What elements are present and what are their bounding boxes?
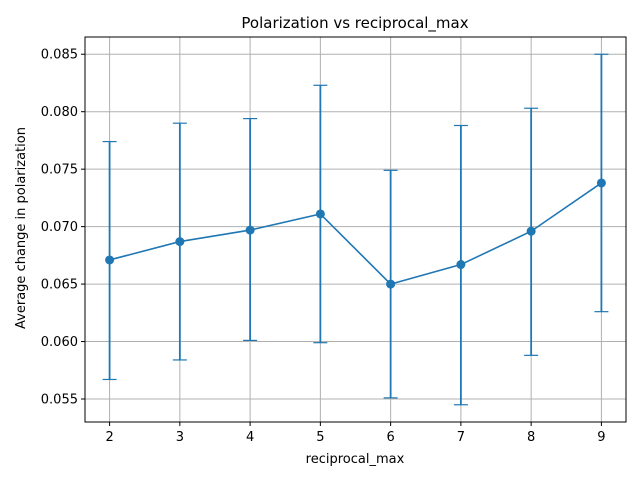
y-ticks: 0.055 0.060 0.065 0.070 0.075 0.080 0.085 — [41, 48, 85, 408]
series-layer — [105, 178, 606, 289]
data-point — [386, 279, 396, 289]
x-tick-label: 3 — [176, 430, 184, 445]
x-ticks: 2 3 4 5 6 7 8 9 — [105, 422, 606, 445]
y-tick-label: 0.080 — [41, 105, 78, 120]
y-tick-label: 0.070 — [41, 220, 78, 235]
x-axis-label: reciprocal_max — [306, 452, 405, 467]
x-tick-label: 6 — [386, 430, 394, 445]
x-tick-label: 9 — [597, 430, 605, 445]
y-tick-label: 0.085 — [41, 48, 78, 63]
x-tick-label: 8 — [527, 430, 535, 445]
data-point — [456, 260, 466, 270]
data-point — [245, 225, 255, 235]
axes-frame — [84, 36, 627, 423]
x-tick-label: 2 — [105, 430, 113, 445]
y-tick-label: 0.075 — [41, 163, 78, 178]
data-point — [596, 178, 606, 188]
x-tick-label: 4 — [246, 430, 254, 445]
chart-title: Polarization vs reciprocal_max — [241, 14, 468, 33]
x-tick-label: 7 — [457, 430, 465, 445]
y-tick-label: 0.060 — [41, 335, 78, 350]
y-tick-label: 0.065 — [41, 278, 78, 293]
x-tick-label: 5 — [316, 430, 324, 445]
data-point — [526, 226, 536, 236]
y-axis-label: Average change in polarization — [14, 127, 29, 329]
y-tick-label: 0.055 — [41, 393, 78, 408]
data-point — [175, 237, 185, 247]
data-point — [105, 255, 115, 265]
data-point — [315, 209, 325, 219]
series-line — [109, 182, 602, 285]
